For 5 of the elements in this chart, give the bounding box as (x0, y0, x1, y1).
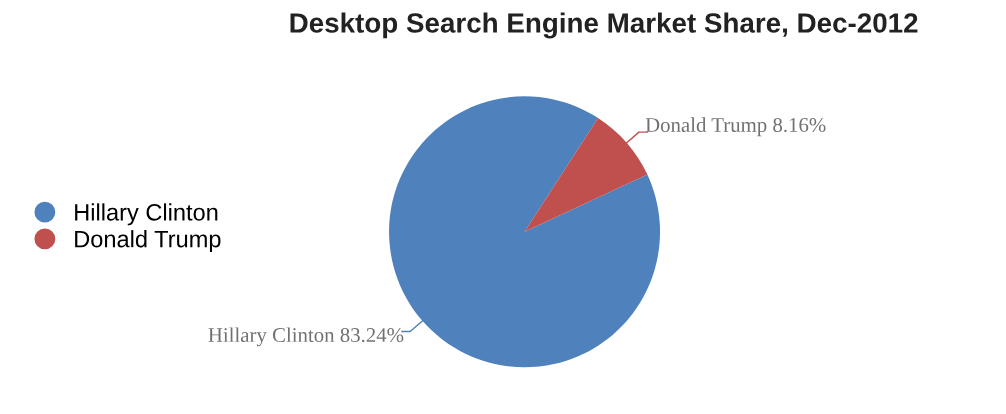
category-label: Donald Trump 8.16% (645, 117, 826, 137)
legend-label: Donald Trump (75, 230, 221, 253)
legend-label: Hillary Clinton (75, 203, 218, 226)
chart-title: Desktop Search Engine Market Share, Dec-2012 (290, 12, 918, 39)
category-label: Hillary Clinton 83.24% (208, 327, 404, 347)
